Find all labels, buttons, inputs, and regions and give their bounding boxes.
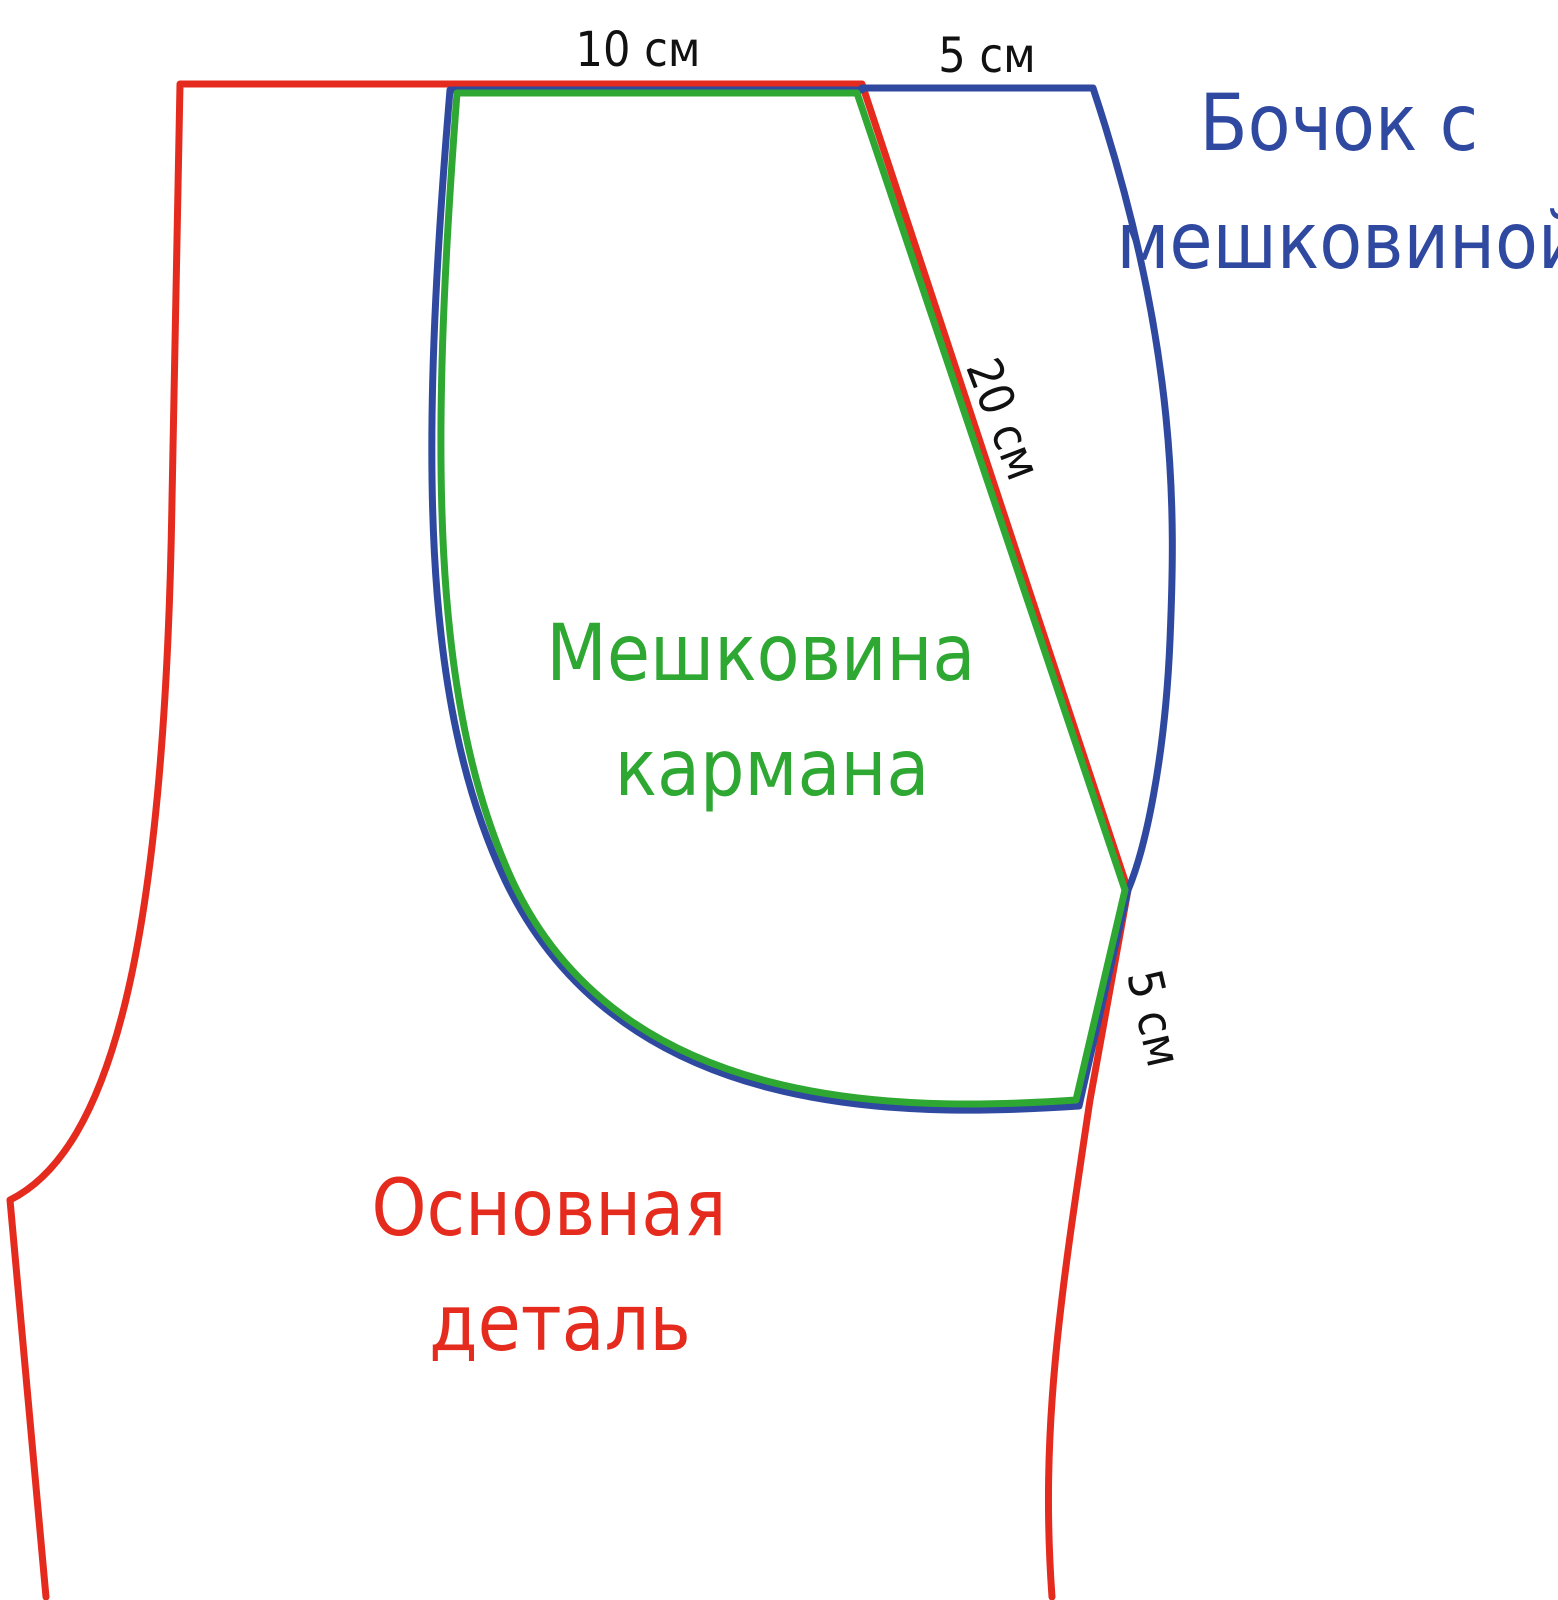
pocket-bag-label-line1: Мешковина [546, 609, 975, 699]
side-piece-outline [428, 84, 1176, 1114]
main-piece-label-line2: деталь [429, 1279, 691, 1369]
side-piece-label-line2: мешковиной [1116, 197, 1558, 287]
main-piece-outline [6, 80, 1132, 1600]
lower-side-length-label: 5 см [1115, 965, 1191, 1073]
top-side-width-label: 5 см [938, 28, 1036, 84]
side-piece-label-line1: Бочок с [1200, 79, 1479, 169]
pocket-bag-label: Мешковина кармана [546, 609, 997, 814]
pocket-bag-label-line2: кармана [615, 724, 930, 814]
side-piece-label: Бочок с мешковиной [1116, 79, 1558, 287]
main-piece-label: Основная деталь [371, 1164, 748, 1369]
pocket-bag-outline [437, 89, 1129, 1108]
main-piece-label-line1: Основная [371, 1164, 726, 1254]
top-pocket-width-label: 10 см [576, 22, 701, 78]
